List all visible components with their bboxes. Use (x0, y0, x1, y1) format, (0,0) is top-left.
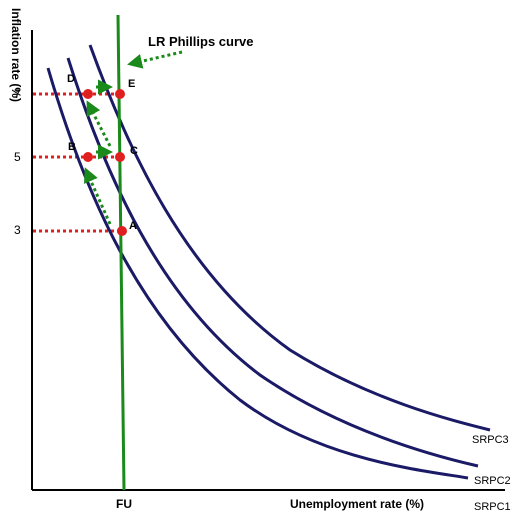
point-label-b: B (68, 141, 76, 153)
srpc2-curve (66, 57, 479, 468)
srpc3-curve (88, 44, 491, 432)
point-label-a: A (129, 220, 137, 232)
y-tick-5: 5 (14, 150, 21, 164)
x-tick-fu: FU (116, 497, 132, 511)
arrow-a-to-b (84, 167, 112, 225)
point-b (83, 152, 93, 162)
point-a (117, 226, 127, 236)
srpc1-curve (46, 67, 469, 480)
srpc3-label: SRPC3 (472, 434, 509, 446)
point-label-e: E (128, 78, 135, 90)
srpc2-label: SRPC2 (474, 475, 511, 487)
lr-label-arrow (127, 50, 183, 69)
lr-phillips-label: LR Phillips curve (148, 34, 253, 49)
srpc1-label: SRPC1 (474, 501, 511, 513)
arrow-c-to-d (86, 100, 112, 147)
point-c (115, 152, 125, 162)
point-label-c: C (130, 145, 138, 157)
y-tick-7: 7 (14, 87, 21, 101)
lr-phillips-curve (116, 14, 126, 491)
y-axis-title: Inflation rate (%) (9, 8, 23, 102)
point-d (83, 89, 93, 99)
x-axis-title: Unemployment rate (%) (290, 497, 424, 511)
point-label-d: D (67, 73, 75, 85)
point-e (115, 89, 125, 99)
y-tick-3: 3 (14, 223, 21, 237)
